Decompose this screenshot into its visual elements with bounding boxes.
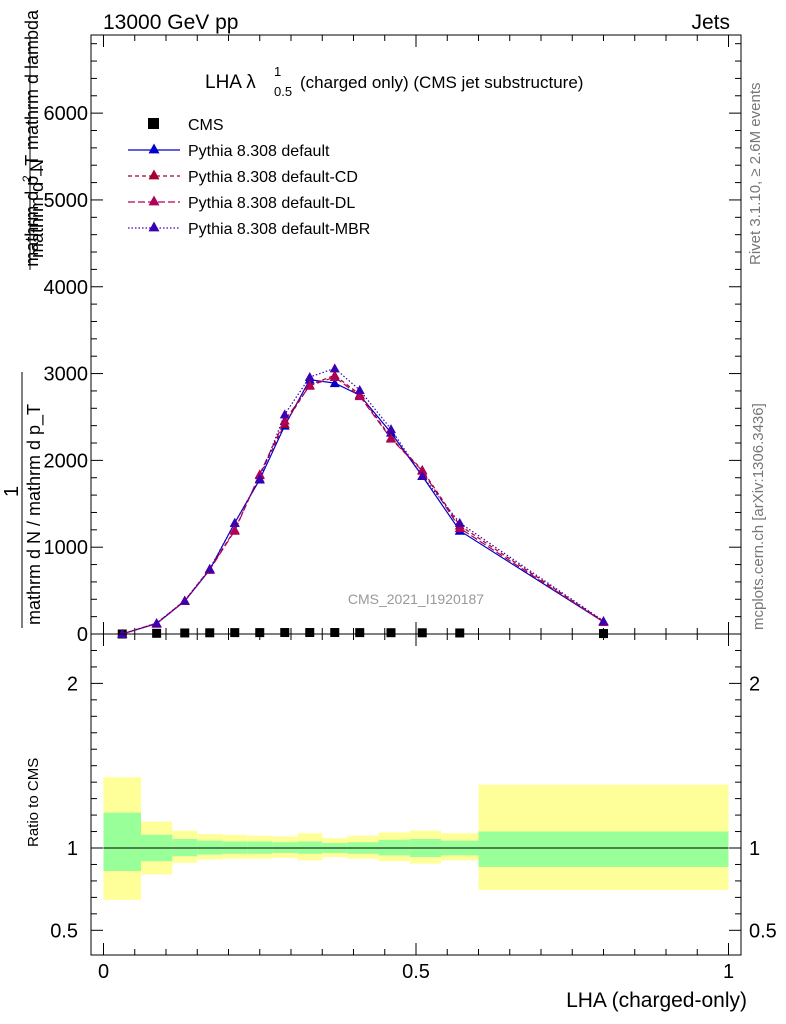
ratio-inner-band [103,812,141,872]
header-energy: 13000 GeV pp [103,11,238,34]
ylabel-numerator-top: mathrm d [27,182,47,258]
svg-text:LHA λ: LHA λ [205,72,256,93]
x-axis-label: LHA (charged-only) [566,989,747,1012]
ratio-y-tick-label-right: 2 [749,673,760,695]
main-y-tick-label: 6000 [44,103,89,125]
legend-marker [148,169,160,180]
series-marker-3 [386,433,396,443]
series-marker-4 [454,517,465,527]
series-marker-4 [151,618,162,628]
legend-cms-marker [148,118,159,129]
main-y-tick-label: 5000 [44,190,89,212]
cms-data-point [330,628,340,638]
ratio-y-tick-label: 1 [67,838,78,860]
legend-label: CMS [188,117,224,134]
plot-title: LHA λ 1 0.5 (charged only) (CMS jet subs… [205,64,583,99]
series-marker-4 [598,615,609,625]
series-marker-4 [179,595,190,605]
main-y-tick-label: 2000 [44,450,89,472]
ylabel-numerator-line2: mathrm d p_T mathrm d lambda [22,9,43,267]
cms-data-point [355,628,365,638]
series-marker-4 [417,471,428,481]
main-y-tick-label: 4000 [44,277,89,299]
ratio-x-tick-label: 0 [98,961,109,983]
cms-data-point [255,628,265,638]
series-marker-3 [454,523,465,533]
ratio-x-tick-label: 0.5 [402,961,430,983]
legend: CMS Pythia 8.308 default Pythia 8.308 defa… [128,117,370,238]
legend-label: Pythia 8.308 default [188,143,330,160]
legend-marker [148,143,160,154]
watermark: CMS_2021_I1920187 [348,591,484,607]
ratio-x-tick-label: 1 [723,961,734,983]
cms-data-point [417,628,427,638]
series-marker-3 [304,380,315,390]
ratio-y-tick-label: 2 [67,673,78,695]
series-marker-4 [329,363,340,373]
plot-title-sup: 1 [274,64,281,79]
ratio-y-tick-label-right: 1 [749,838,760,860]
plot-title-sub: 0.5 [274,84,292,99]
series-marker-4 [229,517,240,527]
cms-data-point [180,628,190,638]
ylabel-one: 1 [1,486,23,497]
ratio-y-axis-label: Ratio to CMS [25,758,42,847]
main-plot-panel: 0 1000 2000 3000 4000 5000 6000 [44,34,742,646]
plot-title-main: LHA λ [205,72,256,93]
series-line-3 [122,376,604,635]
legend-label: Pythia 8.308 default-CD [188,169,358,186]
series-marker-4 [204,563,215,573]
cms-data-point [455,628,465,638]
series-marker-4 [279,409,290,419]
ratio-inner-band [478,831,729,867]
legend-label: Pythia 8.308 default-MBR [188,221,370,238]
series-marker-4 [386,424,396,434]
main-y-tick-label: 1000 [44,537,89,559]
ratio-y-tick-label-right: 0.5 [749,920,777,942]
cms-data-point [386,628,396,638]
legend-marker [148,195,160,206]
header-jets: Jets [691,11,730,34]
cms-data-point [280,628,290,638]
plot-title-rest: (charged only) (CMS jet substructure) [300,73,583,92]
series-marker-4 [354,385,365,395]
cms-data-point [205,628,215,638]
ratio-y-tick-label: 0.5 [50,920,78,942]
ylabel-numerator-n: N [27,159,47,172]
series-marker-3 [329,372,340,382]
series-marker-3 [229,525,240,535]
rivet-version-label: Rivet 3.1.10, ≥ 2.6M events [747,83,764,266]
series-marker-4 [254,473,265,483]
cms-data-point [152,628,162,638]
legend-label: Pythia 8.308 default-DL [188,195,355,212]
main-y-axis-label: mathrm d 2 N mathrm d p_T mathrm d lambd… [1,9,47,625]
ylabel-denominator: mathrm d N / mathrm d p_T [24,404,45,625]
series-marker-4 [304,372,315,382]
series-marker-3 [354,391,365,401]
legend-marker [148,221,160,232]
main-y-tick-label: 3000 [44,364,89,386]
cms-data-point [305,628,315,638]
series-marker-1 [329,378,340,388]
main-y-tick-label: 0 [77,624,88,646]
cms-data-point [230,628,240,638]
series-marker-3 [279,415,290,425]
ratio-plot-panel: 0 0.5 1 0.5 0.5 1 1 2 2 [50,633,777,983]
series-line-2 [122,374,604,635]
mcplots-label: mcplots.cern.ch [arXiv:1306.3436] [750,403,767,630]
ylabel-numerator-sup: 2 [20,175,34,182]
